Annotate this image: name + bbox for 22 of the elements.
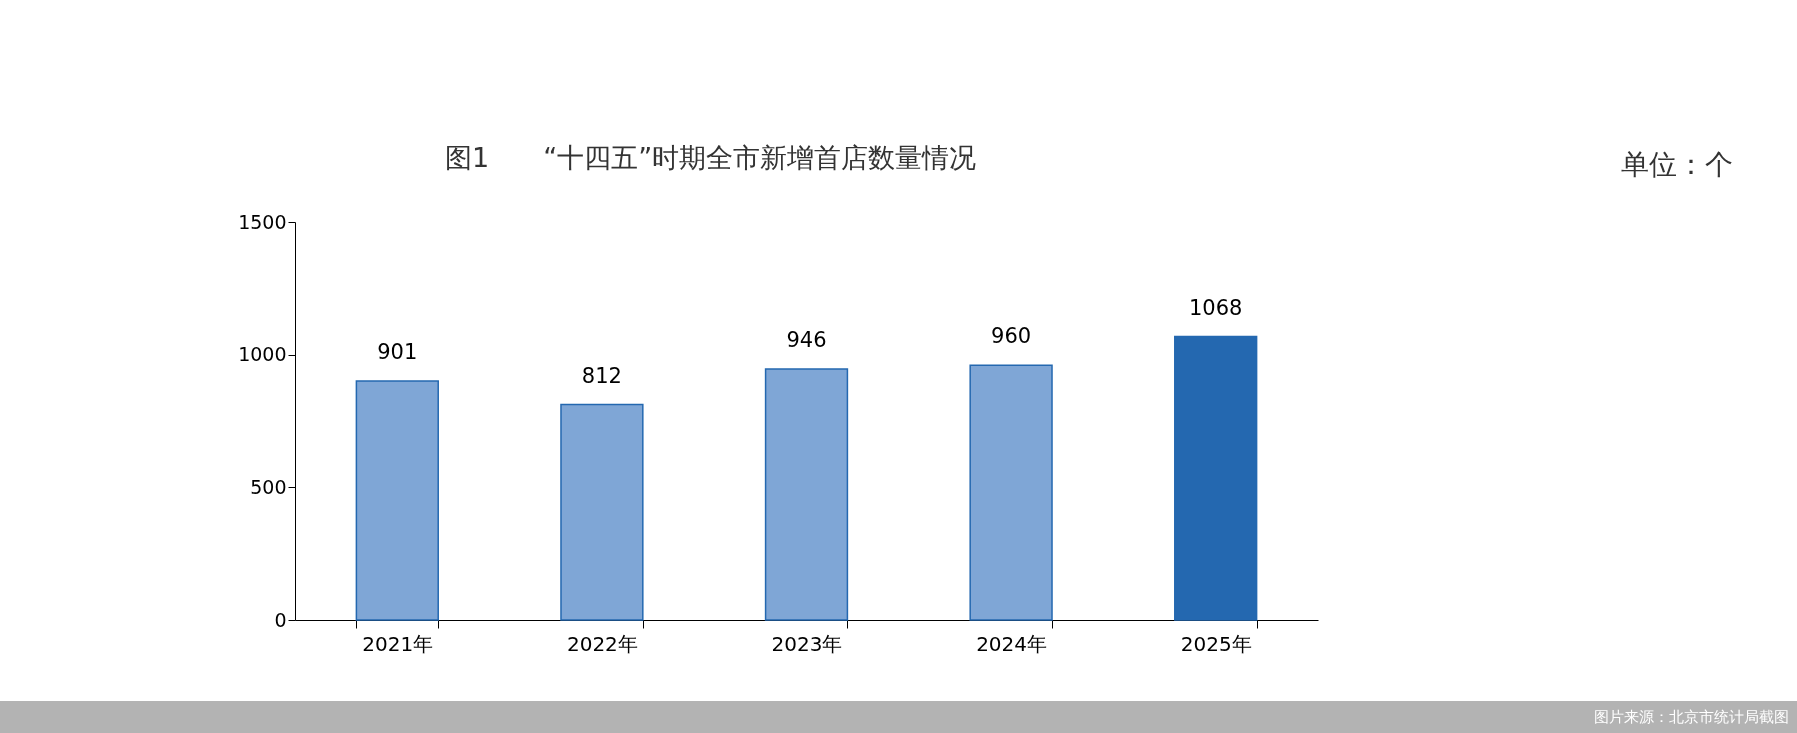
text: 单位：个 xyxy=(1621,147,1733,183)
y-tick-label: 0 xyxy=(274,608,287,631)
x-tick-label: 2025年 xyxy=(1180,631,1252,656)
data-label: 1068 xyxy=(1188,295,1243,320)
chart-title: 图1 “十四五”时期全市新增首店数量情况 xyxy=(445,142,977,173)
x-tick-label: 2022年 xyxy=(566,631,638,656)
bar xyxy=(764,368,849,621)
data-label: 960 xyxy=(991,324,1032,349)
x-tick-label: 2023年 xyxy=(771,631,843,656)
data-label: 946 xyxy=(786,327,827,352)
data-label: 812 xyxy=(581,363,622,388)
bar xyxy=(355,380,439,621)
bar xyxy=(969,364,1053,621)
x-tick-label: 2021年 xyxy=(362,631,434,656)
x-tick-label: 2024年 xyxy=(976,631,1048,656)
bar xyxy=(560,403,644,621)
text: 图片来源：北京市统计局截图 xyxy=(0,701,1797,733)
data-label: 901 xyxy=(377,339,418,364)
bar xyxy=(1174,335,1258,621)
y-tick-label: 1500 xyxy=(238,210,287,233)
y-tick-label: 1000 xyxy=(238,343,287,366)
y-tick-label: 500 xyxy=(250,475,287,498)
